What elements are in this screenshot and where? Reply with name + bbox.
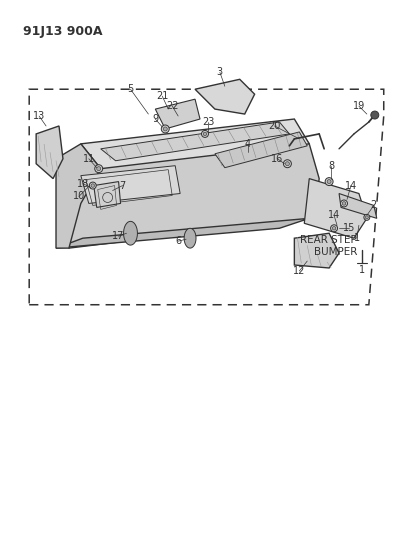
Text: 2: 2 (371, 200, 377, 211)
Polygon shape (56, 144, 101, 248)
Circle shape (283, 160, 291, 168)
Polygon shape (56, 219, 309, 248)
Polygon shape (339, 193, 377, 219)
Circle shape (203, 132, 207, 136)
Text: 6: 6 (175, 236, 181, 246)
Text: 5: 5 (127, 84, 134, 94)
Circle shape (89, 182, 96, 189)
Text: 17: 17 (112, 231, 125, 241)
Polygon shape (101, 122, 289, 161)
Polygon shape (215, 132, 307, 168)
Text: 12: 12 (293, 266, 305, 276)
Text: 19: 19 (353, 101, 365, 111)
Circle shape (91, 184, 94, 187)
Polygon shape (124, 221, 137, 245)
Text: 1: 1 (359, 265, 365, 275)
Text: 23: 23 (202, 117, 214, 127)
Text: 3: 3 (217, 67, 223, 77)
Text: 8: 8 (328, 161, 334, 171)
Circle shape (342, 201, 346, 205)
Circle shape (95, 165, 103, 173)
Circle shape (161, 125, 169, 133)
Polygon shape (81, 119, 309, 168)
Polygon shape (195, 79, 255, 114)
Text: 18: 18 (77, 179, 89, 189)
Polygon shape (36, 126, 63, 179)
Text: 4: 4 (245, 139, 251, 149)
Polygon shape (184, 228, 196, 248)
Text: 7: 7 (119, 181, 126, 191)
Text: 20: 20 (268, 121, 280, 131)
Text: 21: 21 (156, 91, 168, 101)
Text: 13: 13 (33, 111, 45, 121)
Text: 14: 14 (345, 181, 357, 191)
Circle shape (97, 167, 101, 171)
Text: 15: 15 (343, 223, 355, 233)
Polygon shape (155, 99, 200, 129)
Circle shape (202, 131, 208, 138)
Text: BUMPER: BUMPER (314, 247, 357, 257)
Polygon shape (56, 126, 319, 248)
Polygon shape (94, 182, 120, 207)
Circle shape (364, 214, 370, 220)
Circle shape (163, 127, 167, 131)
Polygon shape (304, 179, 367, 238)
Text: 11: 11 (83, 154, 95, 164)
Circle shape (330, 225, 338, 232)
Circle shape (327, 180, 331, 183)
Circle shape (371, 111, 379, 119)
Polygon shape (81, 166, 180, 204)
Circle shape (325, 177, 333, 185)
Text: 91J13 900A: 91J13 900A (23, 25, 103, 38)
Text: REAR STEP: REAR STEP (300, 235, 357, 245)
Polygon shape (294, 233, 339, 268)
Text: 14: 14 (328, 211, 340, 220)
Text: 10: 10 (73, 191, 85, 201)
Text: 1: 1 (354, 233, 360, 243)
Circle shape (366, 216, 368, 219)
Circle shape (332, 227, 336, 230)
Text: 9: 9 (152, 114, 158, 124)
Text: 22: 22 (166, 101, 179, 111)
Text: 16: 16 (271, 154, 284, 164)
Circle shape (285, 161, 289, 166)
Circle shape (341, 200, 347, 207)
